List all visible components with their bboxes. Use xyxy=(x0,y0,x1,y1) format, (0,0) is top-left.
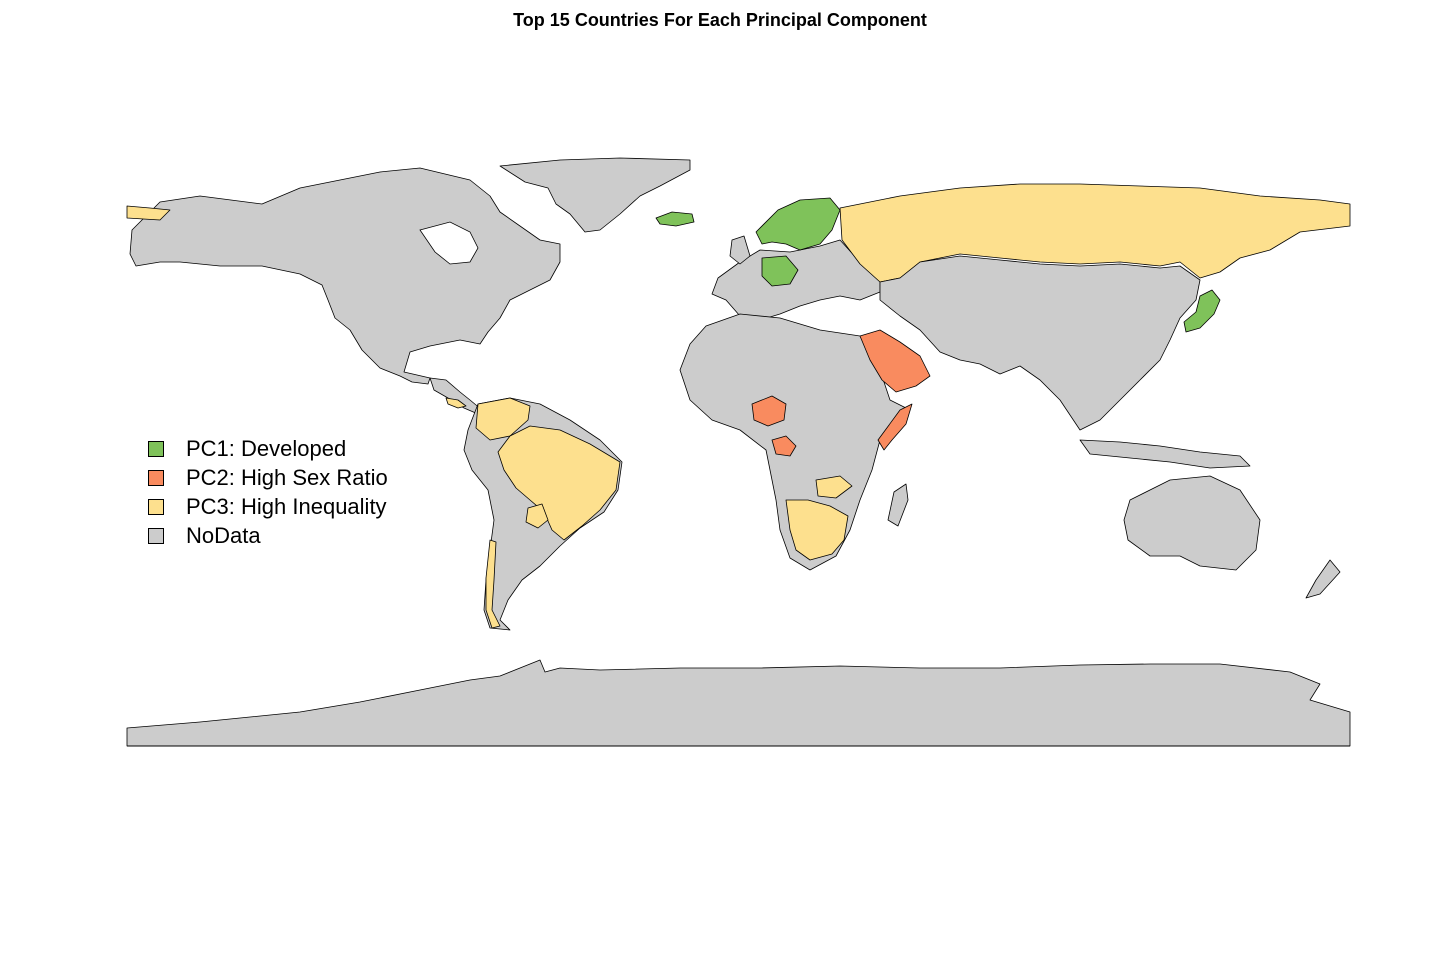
asia xyxy=(879,255,1201,431)
brazil xyxy=(497,425,621,541)
gabon xyxy=(771,435,797,457)
legend-label-pc3: PC3: High Inequality xyxy=(186,493,387,519)
indonesia xyxy=(1079,439,1251,469)
paraguay xyxy=(525,503,549,529)
greenland xyxy=(499,157,691,233)
legend-item-pc3: PC3: High Inequality xyxy=(148,492,388,521)
legend-swatch-pc2 xyxy=(148,469,164,486)
colombia-venezuela xyxy=(475,397,531,441)
southern-africa xyxy=(785,499,849,561)
legend-label-nodata: NoData xyxy=(186,522,261,548)
antarctica xyxy=(126,659,1351,747)
central-america xyxy=(429,377,483,415)
legend-swatch-pc1 xyxy=(148,440,164,457)
scandinavia xyxy=(755,197,841,251)
legend: PC1: Developed PC2: High Sex Ratio PC3: … xyxy=(148,434,388,550)
somalia xyxy=(877,403,913,451)
arabian-peninsula xyxy=(859,329,931,393)
europe xyxy=(711,239,881,321)
legend-item-pc2: PC2: High Sex Ratio xyxy=(148,463,388,492)
north-america xyxy=(129,167,561,385)
madagascar xyxy=(887,483,909,527)
legend-swatch-pc3 xyxy=(148,498,164,515)
legend-swatch-nodata xyxy=(148,527,164,544)
legend-item-pc1: PC1: Developed xyxy=(148,434,388,463)
legend-label-pc1: PC1: Developed xyxy=(186,435,347,461)
germany xyxy=(761,255,799,287)
hudson-bay xyxy=(419,221,479,265)
zambia xyxy=(815,475,853,499)
chile xyxy=(485,539,501,629)
iceland xyxy=(655,211,695,227)
russia-far-east-strip xyxy=(126,205,171,221)
new-zealand xyxy=(1305,559,1341,599)
legend-label-pc2: PC2: High Sex Ratio xyxy=(186,464,388,490)
legend-item-nodata: NoData xyxy=(148,521,388,550)
map-title: Top 15 Countries For Each Principal Comp… xyxy=(513,10,927,30)
australia xyxy=(1123,475,1261,571)
nigeria xyxy=(751,395,787,427)
honduras-area xyxy=(445,397,467,409)
japan xyxy=(1183,289,1221,333)
uk xyxy=(729,235,751,265)
